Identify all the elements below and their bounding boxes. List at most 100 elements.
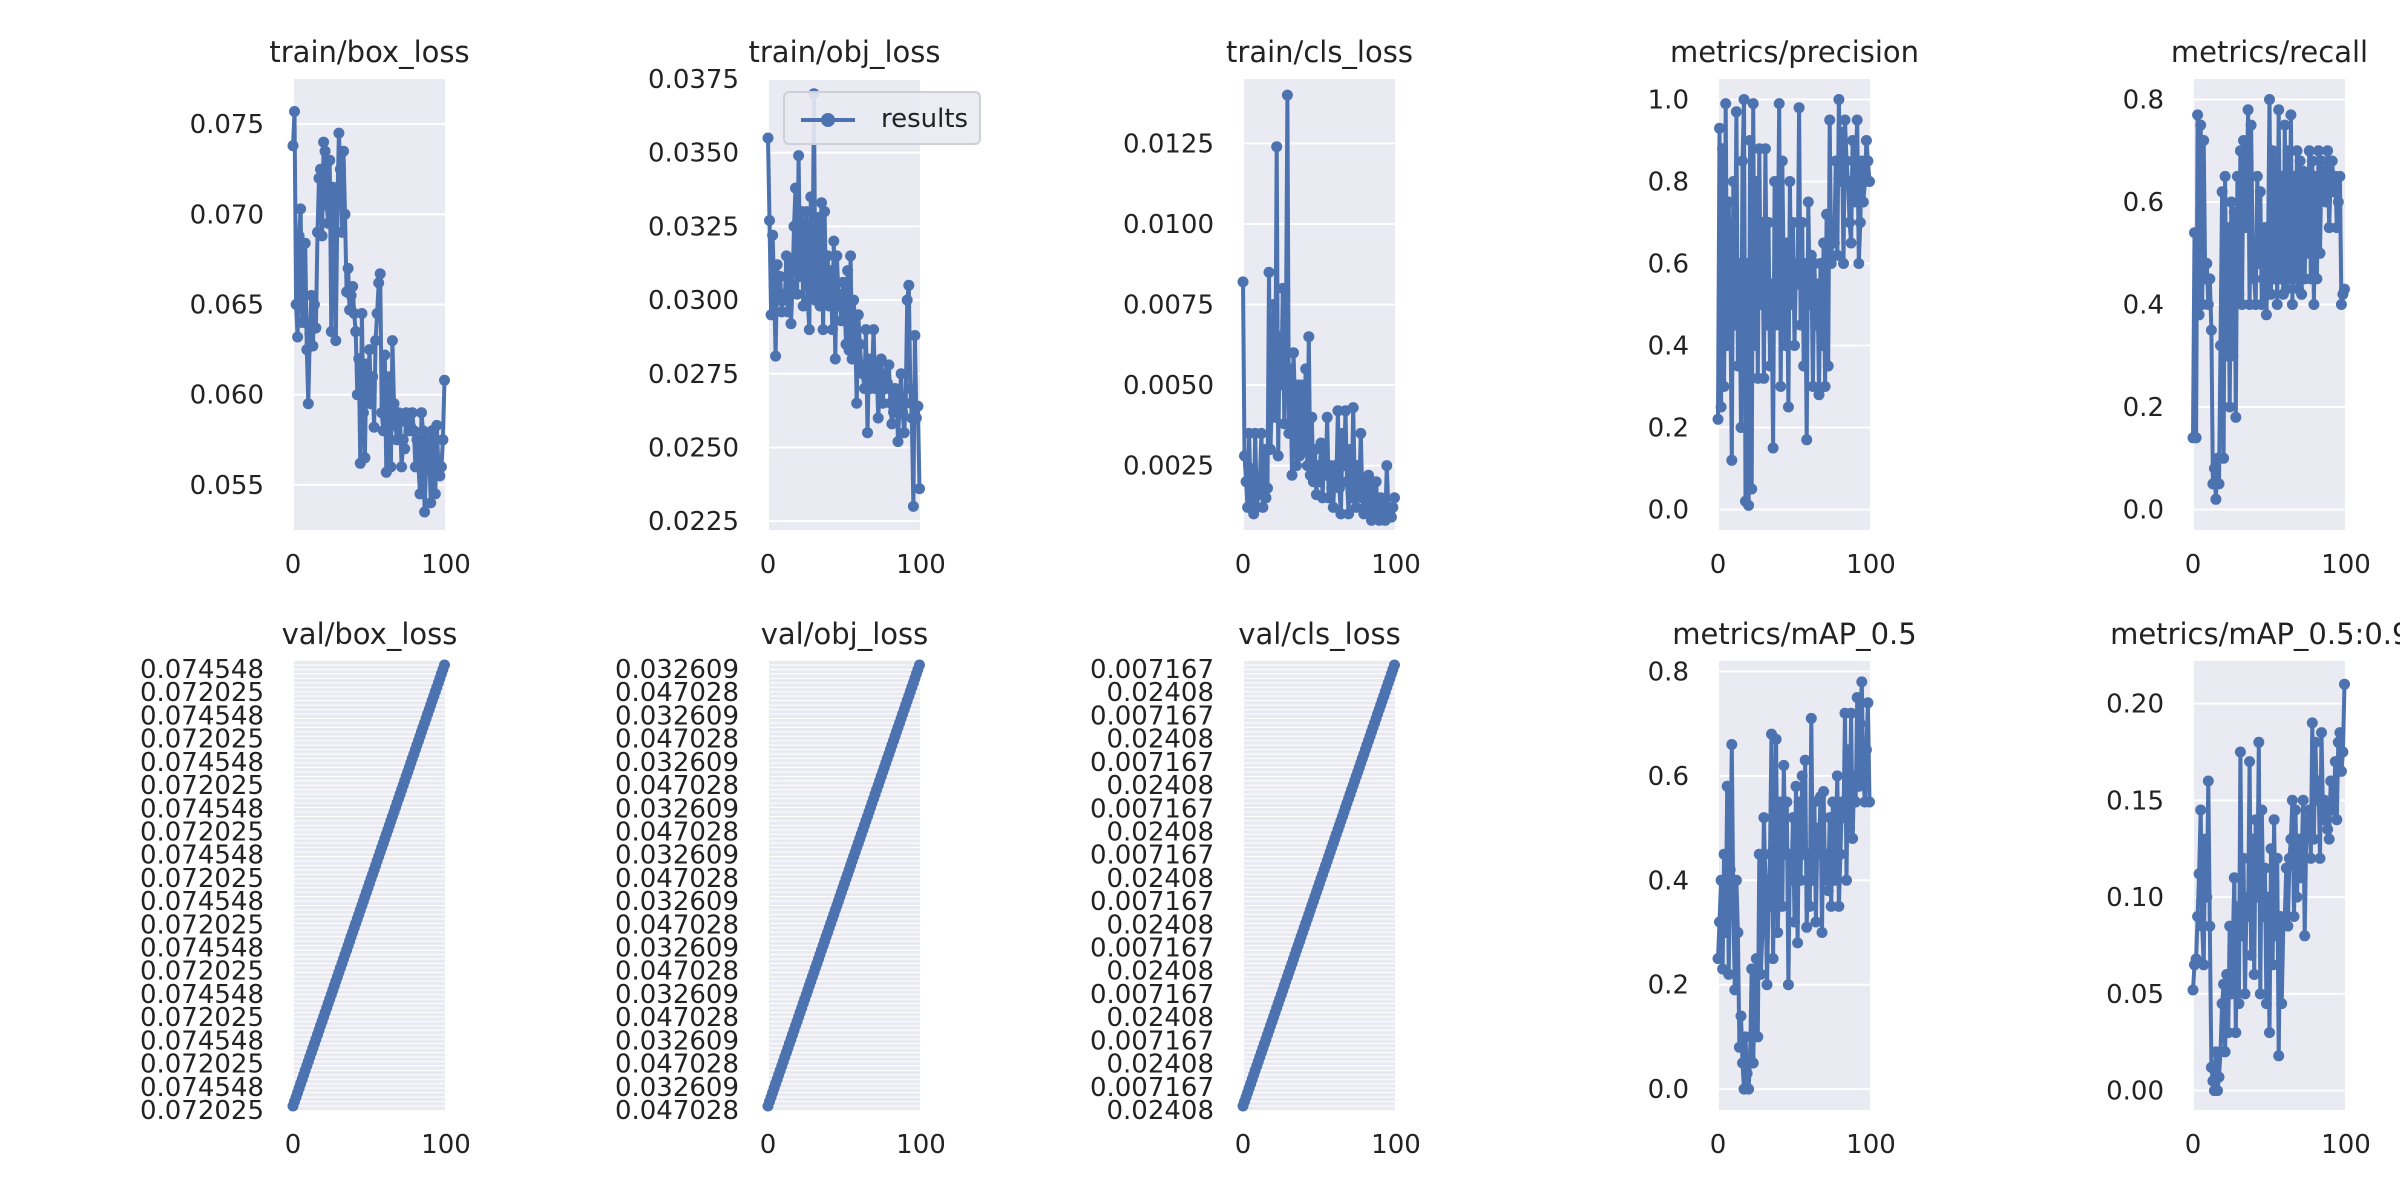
- data-point: [1730, 874, 1742, 886]
- y-tick-label: 0.20: [2106, 690, 2164, 720]
- data-point: [439, 659, 450, 671]
- data-point: [2286, 299, 2298, 310]
- data-point: [295, 203, 307, 215]
- y-tick-label: 0.072025: [140, 910, 264, 940]
- chart-title: val/box_loss: [282, 617, 458, 651]
- data-point: [1793, 796, 1805, 808]
- y-tick-label: 0.072025: [140, 1096, 264, 1126]
- data-point: [1300, 363, 1312, 375]
- data-point: [1856, 676, 1868, 688]
- data-point: [406, 407, 418, 419]
- data-point: [1385, 511, 1397, 523]
- data-point: [1785, 874, 1797, 886]
- data-point: [2205, 1061, 2217, 1073]
- data-point: [782, 306, 794, 318]
- data-point: [1274, 331, 1286, 343]
- data-point: [1830, 833, 1842, 844]
- data-point: [1860, 135, 1872, 146]
- data-point: [1744, 135, 1756, 146]
- data-point: [1801, 434, 1813, 446]
- data-point: [2311, 273, 2323, 285]
- data-point: [1327, 501, 1339, 513]
- panel-metrics-map-0-5: metrics/mAP_0.5 0 100 0.0 0.2 0.4 0.6 0.8: [1648, 617, 1917, 1160]
- data-point: [886, 418, 898, 430]
- data-point: [318, 136, 330, 148]
- data-point: [429, 488, 441, 500]
- data-point: [1712, 413, 1724, 425]
- data-point: [2308, 299, 2320, 310]
- data-point: [764, 215, 775, 226]
- data-point: [1271, 141, 1283, 153]
- data-point: [408, 425, 420, 437]
- data-point: [2313, 145, 2324, 157]
- data-point: [2205, 324, 2217, 336]
- data-point: [417, 425, 429, 437]
- data-point: [2204, 273, 2216, 285]
- data-point: [1733, 258, 1745, 269]
- data-point: [790, 182, 801, 194]
- data-point: [1266, 379, 1278, 391]
- data-point: [1853, 780, 1865, 792]
- data-point: [2331, 222, 2343, 234]
- data-point: [2290, 804, 2301, 816]
- data-point: [1785, 299, 1797, 310]
- data-point: [903, 279, 915, 291]
- legend-marker-swatch: [821, 113, 835, 127]
- data-point: [1847, 833, 1859, 844]
- y-tick-label: 0.02408: [1106, 771, 1214, 801]
- data-point: [1819, 874, 1831, 886]
- y-tick-label: 1.0: [1648, 86, 1689, 116]
- data-point: [322, 217, 334, 229]
- data-point: [2286, 794, 2298, 806]
- data-point: [2273, 104, 2285, 116]
- data-point: [2280, 862, 2292, 874]
- data-point: [1727, 900, 1739, 912]
- data-point: [1810, 319, 1822, 331]
- data-point: [829, 353, 841, 365]
- y-tick-label: 0.047028: [615, 1096, 739, 1126]
- data-point: [1329, 460, 1341, 472]
- data-point: [1763, 217, 1774, 228]
- data-point: [2262, 247, 2274, 259]
- data-point: [2299, 930, 2311, 942]
- data-point: [794, 271, 806, 282]
- data-point: [362, 389, 374, 401]
- data-point: [1821, 208, 1833, 220]
- data-point: [325, 326, 337, 338]
- data-point: [2202, 775, 2214, 787]
- chart-title: train/box_loss: [269, 35, 469, 69]
- data-point: [1732, 360, 1744, 372]
- data-point: [2288, 170, 2300, 182]
- data-point: [2213, 478, 2225, 490]
- data-point: [2193, 309, 2205, 321]
- data-point: [2334, 727, 2346, 739]
- y-tick-label: 0.032609: [615, 1073, 739, 1103]
- data-point: [852, 309, 864, 321]
- data-point: [2219, 1046, 2231, 1058]
- y-tick-label: 0.047028: [615, 771, 739, 801]
- data-point: [1772, 927, 1784, 938]
- data-point: [2265, 843, 2277, 855]
- x-tick-label: 0: [2185, 550, 2202, 580]
- y-tick-label: 0.055: [190, 471, 264, 501]
- data-point: [779, 294, 791, 306]
- data-point: [862, 427, 873, 439]
- data-point: [2300, 170, 2312, 182]
- data-point: [1738, 94, 1750, 105]
- y-tick-label: 0.0250: [648, 433, 739, 463]
- data-point: [825, 265, 837, 277]
- data-point: [2260, 309, 2272, 321]
- data-point: [1844, 217, 1856, 228]
- data-point: [1830, 155, 1842, 167]
- data-point: [826, 324, 838, 336]
- data-point: [1795, 319, 1807, 331]
- data-point: [2212, 1085, 2223, 1097]
- data-point: [336, 226, 348, 238]
- y-tick-label: 0.4: [2123, 291, 2164, 321]
- data-point: [1724, 278, 1736, 290]
- data-point: [1769, 822, 1781, 834]
- data-point: [330, 335, 342, 347]
- data-point: [1802, 848, 1814, 860]
- data-point: [872, 412, 884, 424]
